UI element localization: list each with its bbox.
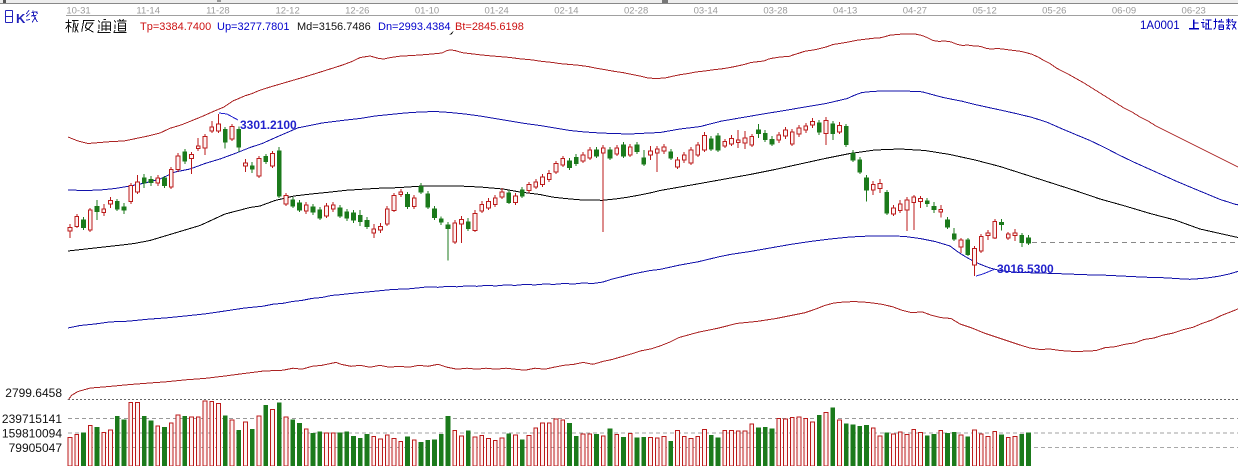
- svg-text:3301.2100: 3301.2100: [240, 118, 297, 132]
- svg-text:04-13: 04-13: [833, 6, 857, 17]
- svg-text:06-23: 06-23: [1182, 6, 1206, 17]
- svg-text:1A0001: 1A0001: [1140, 20, 1180, 32]
- svg-text:01-10: 01-10: [415, 6, 439, 17]
- svg-text:Md=3156.7486: Md=3156.7486: [297, 21, 371, 33]
- svg-text:02-28: 02-28: [624, 6, 648, 17]
- svg-text:12-26: 12-26: [345, 6, 369, 17]
- svg-text:03-28: 03-28: [763, 6, 787, 17]
- svg-text:11-14: 11-14: [136, 6, 160, 17]
- svg-text:3016.5300: 3016.5300: [997, 262, 1054, 276]
- svg-text:01-24: 01-24: [485, 6, 509, 17]
- svg-text:06-09: 06-09: [1112, 6, 1136, 17]
- svg-text:K: K: [16, 11, 26, 26]
- svg-text:Dn=2993.4384: Dn=2993.4384: [378, 21, 450, 33]
- svg-text:Up=3277.7801: Up=3277.7801: [217, 21, 289, 33]
- svg-text:02-14: 02-14: [554, 6, 578, 17]
- svg-text:239715141: 239715141: [2, 412, 62, 426]
- svg-text:05-12: 05-12: [972, 6, 996, 17]
- svg-text:11-28: 11-28: [206, 6, 230, 17]
- svg-text:03-14: 03-14: [694, 6, 718, 17]
- svg-text:2799.6458: 2799.6458: [5, 386, 62, 400]
- svg-text:Tp=3384.7400: Tp=3384.7400: [140, 21, 211, 33]
- svg-text:79905047: 79905047: [9, 441, 63, 455]
- svg-text:10-31: 10-31: [66, 6, 90, 17]
- svg-text:Bt=2845.6198: Bt=2845.6198: [455, 21, 524, 33]
- svg-text:05-26: 05-26: [1042, 6, 1066, 17]
- svg-text:159810094: 159810094: [2, 427, 62, 441]
- svg-text:04-27: 04-27: [903, 6, 927, 17]
- svg-text:12-12: 12-12: [275, 6, 299, 17]
